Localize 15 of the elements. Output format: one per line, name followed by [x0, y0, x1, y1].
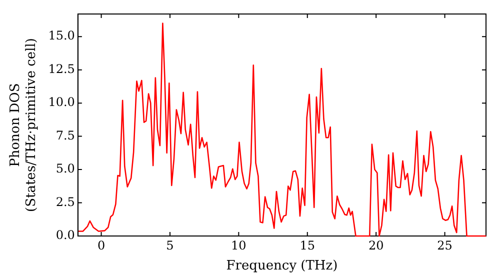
x-tick-label: 0	[97, 238, 106, 252]
x-tick-label: 15	[300, 238, 316, 252]
y-tick-label: 10.0	[48, 95, 75, 110]
x-tick-label: 25	[437, 238, 452, 252]
x-axis-title: Frequency (THz)	[226, 258, 338, 274]
x-tick-label: 10	[231, 238, 246, 252]
x-tick-label: 20	[368, 238, 384, 252]
y-tick-label: 12.5	[48, 62, 75, 76]
y-tick-label: 7.5	[56, 128, 75, 142]
y-tick-label: 5.0	[56, 162, 75, 176]
y-tick-label: 15.0	[48, 28, 75, 43]
y-tick-label: 2.5	[56, 194, 75, 209]
x-tick-label: 5	[166, 238, 174, 252]
y-axis-title: Phonon DOS (States/THz·primitive cell)	[8, 38, 39, 212]
y-tick-label: 0.0	[56, 228, 75, 242]
